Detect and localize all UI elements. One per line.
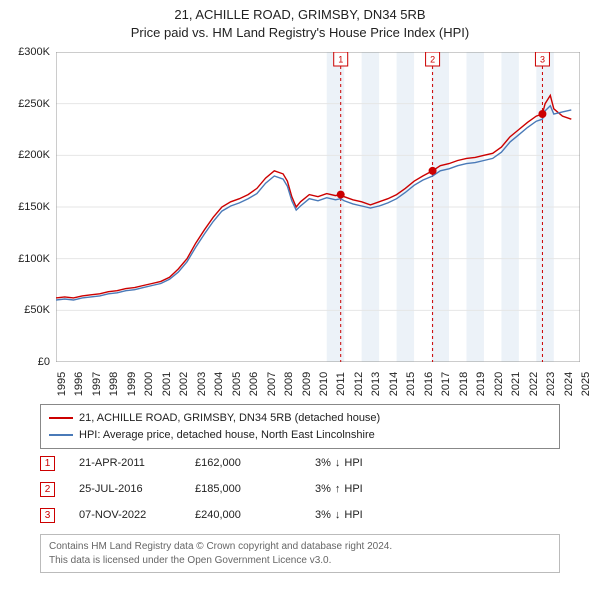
y-axis-labels: £0£50K£100K£150K£200K£250K£300K xyxy=(0,52,54,362)
legend-swatch xyxy=(49,434,73,436)
x-tick-label: 1998 xyxy=(108,372,120,396)
sales-diff: 3% ↓HPI xyxy=(315,509,435,521)
sales-date: 07-NOV-2022 xyxy=(55,509,195,521)
legend-row: 21, ACHILLE ROAD, GRIMSBY, DN34 5RB (det… xyxy=(49,410,551,427)
sales-diff-pct: 3% xyxy=(315,457,331,469)
sales-date: 25-JUL-2016 xyxy=(55,483,195,495)
x-tick-label: 2014 xyxy=(388,372,400,396)
sales-row: 121-APR-2011£162,0003% ↓HPI xyxy=(40,450,560,476)
sales-diff: 3% ↑HPI xyxy=(315,483,435,495)
x-tick-label: 2016 xyxy=(423,372,435,396)
x-tick-label: 2004 xyxy=(213,372,225,396)
footer-line1: Contains HM Land Registry data © Crown c… xyxy=(49,540,551,554)
x-tick-label: 1997 xyxy=(91,372,103,396)
sales-diff-pct: 3% xyxy=(315,483,331,495)
sales-row: 225-JUL-2016£185,0003% ↑HPI xyxy=(40,476,560,502)
x-tick-label: 2010 xyxy=(318,372,330,396)
sales-marker: 1 xyxy=(40,456,55,471)
x-tick-label: 2025 xyxy=(580,372,592,396)
x-tick-label: 2021 xyxy=(510,372,522,396)
x-tick-label: 2006 xyxy=(248,372,260,396)
x-tick-label: 2012 xyxy=(353,372,365,396)
svg-text:1: 1 xyxy=(338,54,343,64)
x-tick-label: 1996 xyxy=(73,372,85,396)
x-tick-label: 2017 xyxy=(440,372,452,396)
plot-area: 1 2 3 xyxy=(56,52,580,362)
sales-marker: 2 xyxy=(40,482,55,497)
x-tick-label: 2008 xyxy=(283,372,295,396)
sales-diff-label: HPI xyxy=(344,509,362,521)
footer-box: Contains HM Land Registry data © Crown c… xyxy=(40,534,560,573)
x-tick-label: 2020 xyxy=(493,372,505,396)
legend-box: 21, ACHILLE ROAD, GRIMSBY, DN34 5RB (det… xyxy=(40,404,560,449)
y-tick-label: £200K xyxy=(18,149,50,161)
title-address: 21, ACHILLE ROAD, GRIMSBY, DN34 5RB xyxy=(0,6,600,24)
sales-table: 121-APR-2011£162,0003%↓HPI225-JUL-2016£1… xyxy=(40,450,560,528)
x-tick-label: 1995 xyxy=(56,372,68,396)
y-tick-label: £150K xyxy=(18,201,50,213)
y-tick-label: £50K xyxy=(24,304,50,316)
legend-swatch xyxy=(49,417,73,419)
title-subtitle: Price paid vs. HM Land Registry's House … xyxy=(0,24,600,42)
x-tick-label: 2003 xyxy=(196,372,208,396)
legend-row: HPI: Average price, detached house, Nort… xyxy=(49,427,551,444)
sales-date: 21-APR-2011 xyxy=(55,457,195,469)
x-axis-labels: 1995 1996 1997 1998 1999 2000 2001 2002 2003 2004… xyxy=(56,366,580,402)
sales-diff-pct: 3% xyxy=(315,509,331,521)
y-tick-label: £300K xyxy=(18,46,50,58)
x-tick-label: 2005 xyxy=(231,372,243,396)
sales-diff-label: HPI xyxy=(344,483,362,495)
plot-svg: 1 2 3 xyxy=(56,52,580,362)
y-tick-label: £100K xyxy=(18,253,50,265)
svg-text:2: 2 xyxy=(430,54,435,64)
x-tick-label: 2001 xyxy=(161,372,173,396)
sales-price: £240,000 xyxy=(195,509,315,521)
svg-text:3: 3 xyxy=(540,54,545,64)
x-tick-label: 2015 xyxy=(405,372,417,396)
y-tick-label: £0 xyxy=(38,356,50,368)
legend-label: HPI: Average price, detached house, Nort… xyxy=(79,427,375,444)
sales-marker: 3 xyxy=(40,508,55,523)
sales-price: £162,000 xyxy=(195,457,315,469)
x-tick-label: 2011 xyxy=(335,372,347,396)
x-tick-label: 2000 xyxy=(143,372,155,396)
title-block: 21, ACHILLE ROAD, GRIMSBY, DN34 5RB Pric… xyxy=(0,0,600,41)
x-tick-label: 2022 xyxy=(528,372,540,396)
sales-diff: 3% ↓HPI xyxy=(315,457,435,469)
x-tick-label: 2024 xyxy=(563,372,575,396)
x-tick-label: 2009 xyxy=(301,372,313,396)
sales-row: 307-NOV-2022£240,0003% ↓HPI xyxy=(40,502,560,528)
x-tick-label: 1999 xyxy=(126,372,138,396)
x-tick-label: 2018 xyxy=(458,372,470,396)
x-tick-label: 2002 xyxy=(178,372,190,396)
sales-price: £185,000 xyxy=(195,483,315,495)
x-tick-label: 2013 xyxy=(370,372,382,396)
arrow-up-icon: ↑ xyxy=(335,483,341,495)
sales-diff-label: HPI xyxy=(344,457,362,469)
footer-line2: This data is licensed under the Open Gov… xyxy=(49,554,551,568)
arrow-down-icon: ↓ xyxy=(335,509,341,521)
arrow-down-icon: ↓ xyxy=(335,457,341,469)
legend-label: 21, ACHILLE ROAD, GRIMSBY, DN34 5RB (det… xyxy=(79,410,380,427)
y-tick-label: £250K xyxy=(18,98,50,110)
chart-container: 21, ACHILLE ROAD, GRIMSBY, DN34 5RB Pric… xyxy=(0,0,600,590)
x-tick-label: 2019 xyxy=(475,372,487,396)
x-tick-label: 2007 xyxy=(266,372,278,396)
x-tick-label: 2023 xyxy=(545,372,557,396)
